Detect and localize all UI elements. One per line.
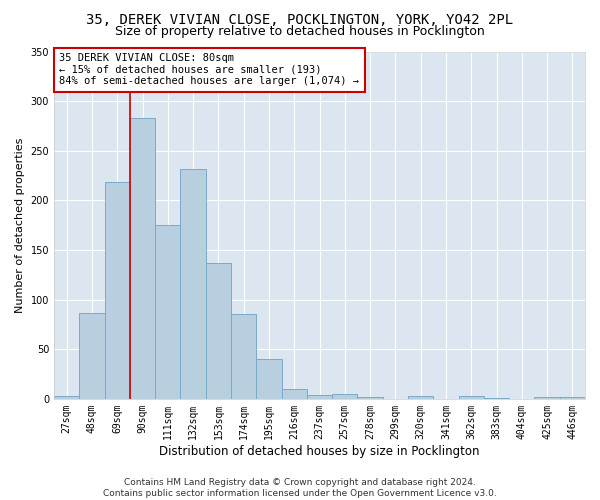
Bar [408,396,433,399]
Bar [535,397,560,399]
X-axis label: Distribution of detached houses by size in Pocklington: Distribution of detached houses by size … [159,444,480,458]
Text: 35, DEREK VIVIAN CLOSE, POCKLINGTON, YORK, YO42 2PL: 35, DEREK VIVIAN CLOSE, POCKLINGTON, YOR… [86,12,514,26]
Bar [307,395,332,399]
Text: Size of property relative to detached houses in Pocklington: Size of property relative to detached ho… [115,25,485,38]
Bar [458,396,484,399]
Bar [256,359,281,399]
Bar [484,398,509,399]
Bar [79,314,104,399]
Bar [206,263,231,399]
Y-axis label: Number of detached properties: Number of detached properties [15,138,25,313]
Bar [104,182,130,399]
Text: 35 DEREK VIVIAN CLOSE: 80sqm
← 15% of detached houses are smaller (193)
84% of s: 35 DEREK VIVIAN CLOSE: 80sqm ← 15% of de… [59,53,359,86]
Bar [155,225,181,399]
Bar [332,394,358,399]
Bar [560,397,585,399]
Bar [231,314,256,399]
Bar [358,397,383,399]
Bar [54,396,79,399]
Bar [181,168,206,399]
Text: Contains HM Land Registry data © Crown copyright and database right 2024.
Contai: Contains HM Land Registry data © Crown c… [103,478,497,498]
Bar [130,118,155,399]
Bar [281,389,307,399]
